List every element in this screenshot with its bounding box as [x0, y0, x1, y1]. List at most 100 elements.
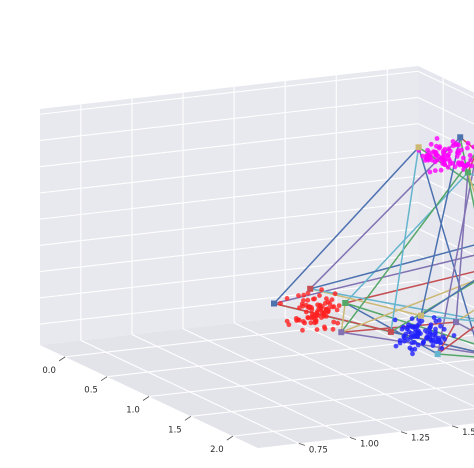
grid-z-left — [39, 123, 419, 168]
scatter-point — [319, 287, 324, 293]
scatter-point — [430, 343, 436, 348]
grid-y-floor — [233, 322, 453, 427]
hull-edge — [340, 331, 474, 354]
scatter-point — [456, 150, 462, 156]
scatter-point — [420, 153, 426, 159]
grid-z-back — [417, 228, 474, 256]
grid-z-back — [417, 280, 474, 309]
scatter-point — [305, 290, 311, 296]
hull-edge — [340, 302, 346, 333]
scatter-point — [329, 297, 335, 303]
y-tick-mark — [298, 442, 305, 446]
scatter-point — [433, 326, 438, 332]
scatter-point — [417, 321, 422, 326]
scatter-point — [447, 161, 453, 167]
scatter-point — [418, 331, 423, 336]
scatter-point — [446, 156, 452, 162]
scatter-point — [441, 326, 447, 332]
scatter-point — [321, 312, 327, 318]
grid-x-floor — [65, 313, 444, 358]
x-tick-label: 0.0 — [42, 366, 56, 376]
scatter-point — [442, 152, 448, 158]
scatter-point — [318, 307, 324, 313]
scatter-point — [460, 155, 466, 161]
grid-z-back — [417, 201, 474, 230]
y-tick-mark — [349, 437, 357, 440]
scatter-point — [314, 313, 319, 319]
scatter-point — [332, 291, 338, 297]
grid-z-left — [39, 201, 419, 246]
scatter-point — [471, 144, 474, 150]
hull-vertices — [271, 134, 474, 357]
x-tick-label: 0.5 — [84, 386, 98, 396]
scatter-point — [456, 142, 462, 148]
scatter-point — [465, 162, 471, 168]
scatter-point — [465, 140, 471, 146]
scatter-point — [317, 302, 323, 308]
x-tick-label: 1.0 — [126, 406, 140, 416]
scatter-point — [441, 148, 446, 154]
grid-y-floor — [336, 310, 474, 377]
scatter-point — [437, 144, 443, 150]
scatter-point — [451, 333, 457, 338]
grid-y-floor — [182, 328, 402, 433]
hull-edge — [309, 288, 422, 317]
scatter-point — [438, 323, 443, 329]
scatter-point — [308, 320, 314, 326]
hull-edge — [309, 244, 474, 290]
hull-edge — [436, 353, 474, 358]
scatter-point — [442, 162, 447, 167]
hull-edge — [390, 146, 420, 333]
scatter-point — [422, 158, 428, 163]
hull-vertex — [418, 312, 424, 319]
scatter-point — [439, 345, 445, 351]
scatter-point — [469, 163, 474, 169]
x-tick-mark — [226, 435, 234, 441]
scatter-point — [447, 148, 453, 154]
hull-edge — [390, 281, 474, 333]
scatter-point — [450, 143, 456, 149]
grid-z-back — [417, 96, 474, 125]
hull-edge — [420, 279, 474, 317]
grid-z-back — [417, 175, 474, 204]
scatter-point — [409, 316, 415, 321]
hull-edge — [273, 146, 420, 305]
scatter-point — [284, 296, 290, 301]
scatter-point — [412, 333, 418, 338]
scatter-point — [335, 320, 341, 326]
scatter-point — [322, 324, 327, 330]
scatter-point — [313, 318, 319, 323]
scatter-point — [467, 153, 473, 158]
scatter-point — [411, 324, 417, 329]
hull-edge — [455, 321, 474, 333]
scatter-point — [314, 327, 320, 332]
scatter-point — [428, 141, 434, 147]
scatter-point — [330, 326, 336, 332]
grid-z-left — [39, 149, 419, 194]
scatter-point — [405, 337, 411, 343]
hull-vertex — [338, 329, 345, 336]
convex-hull-edges — [273, 136, 474, 358]
scatter-point — [452, 164, 458, 170]
scatter-point — [412, 340, 417, 345]
hull-edge — [417, 146, 474, 187]
scatter-point — [405, 325, 411, 330]
grid-y-floor — [284, 316, 474, 407]
y-tick-label: 1.50 — [462, 428, 474, 438]
scatter-point — [296, 293, 301, 298]
scatter-point — [302, 320, 307, 326]
hull-vertex — [415, 144, 422, 151]
hull-edge — [467, 156, 474, 174]
grid-z-left — [39, 175, 419, 220]
scatter-point — [317, 293, 322, 298]
scatter-point — [438, 167, 444, 173]
y-tick-label: 1.00 — [360, 440, 379, 450]
scatter-point — [459, 147, 464, 153]
hull-vertex — [387, 328, 394, 335]
scatter-point — [331, 319, 337, 325]
scatter-point — [432, 159, 438, 165]
grid-z-left — [39, 70, 419, 115]
hull-vertex — [464, 169, 471, 176]
scatter-point — [432, 168, 438, 174]
scatter-point — [311, 296, 316, 302]
